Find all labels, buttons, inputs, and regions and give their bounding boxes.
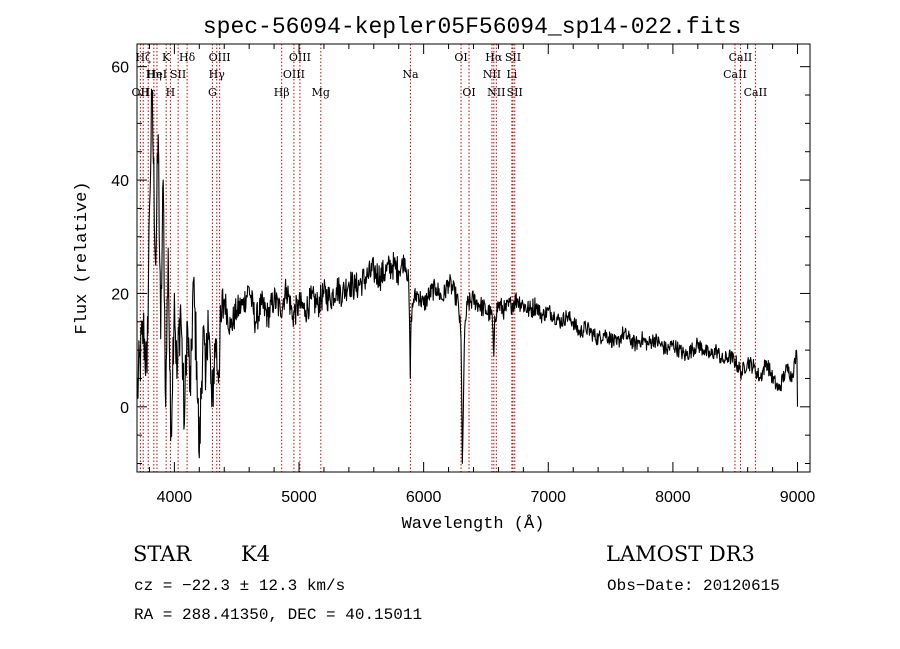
object-subclass: K4 [241, 542, 270, 566]
y-tick-label: 60 [111, 60, 129, 77]
x-tick-label: 5000 [281, 489, 317, 506]
line-marker-label: SII [505, 51, 521, 64]
line-marker-label: Hδ [179, 51, 196, 64]
line-marker-label: K [162, 51, 171, 64]
line-marker-label: OI [454, 51, 467, 64]
line-marker-label: SII [507, 86, 523, 99]
line-marker-label: OIII [283, 68, 305, 81]
line-marker-label: H [166, 86, 176, 99]
line-marker-label: OIII [289, 51, 311, 64]
object-class: STAR [133, 542, 192, 566]
line-marker-label: Hα [485, 51, 503, 64]
coordinates: RA = 288.41350, DEC = 40.15011 [134, 606, 422, 624]
line-marker-label: CaII [729, 51, 753, 64]
survey-name: LAMOST DR3 [606, 542, 755, 566]
x-tick-label: 6000 [406, 489, 442, 506]
line-marker-label: HeI [147, 68, 167, 81]
x-tick-label: 8000 [655, 489, 691, 506]
line-marker-label: Na [402, 68, 419, 81]
chart-title: spec-56094-kepler05F56094_sp14-022.fits [203, 14, 741, 40]
line-marker-label: Hζ [135, 51, 151, 64]
line-marker-label: OI [462, 86, 475, 99]
line-marker-label: SII [170, 68, 186, 81]
line-marker-label: NII [487, 86, 505, 99]
observation-date: Obs−Date: 20120615 [607, 577, 780, 595]
line-marker-label: Hγ [209, 68, 226, 81]
line-marker-label: OIII [209, 51, 231, 64]
x-tick-label: 4000 [157, 489, 193, 506]
line-marker-label: OII [132, 86, 150, 99]
x-axis-label: Wavelength (Å) [402, 515, 545, 534]
x-tick-label: 9000 [780, 489, 816, 506]
x-tick-label: 7000 [530, 489, 566, 506]
y-tick-label: 0 [120, 400, 129, 417]
line-markers: OIIHεHζHηHeIKHSIIHδGHγOIIIHβOIIIOIIIMgNa… [132, 44, 768, 472]
line-marker-label: Hβ [274, 86, 290, 99]
spectrum-series [136, 88, 799, 465]
redshift-cz: cz = −22.3 ± 12.3 km/s [134, 577, 345, 595]
line-marker-label: Hη [146, 68, 162, 81]
y-axis: 0 20 40 60 [111, 60, 810, 464]
line-marker-label: CaII [744, 86, 768, 99]
x-axis: 4000 5000 6000 7000 8000 9000 [148, 44, 816, 506]
spectrum-line [136, 88, 799, 465]
y-tick-label: 20 [111, 286, 129, 303]
y-axis-label: Flux (relative) [73, 181, 92, 334]
line-marker-label: G [208, 86, 217, 99]
line-marker-label: Mg [312, 86, 330, 99]
line-marker-label: NII [483, 68, 501, 81]
y-tick-label: 40 [111, 173, 129, 190]
line-marker-label: CaII [723, 68, 747, 81]
line-marker-label: Li [506, 68, 517, 81]
